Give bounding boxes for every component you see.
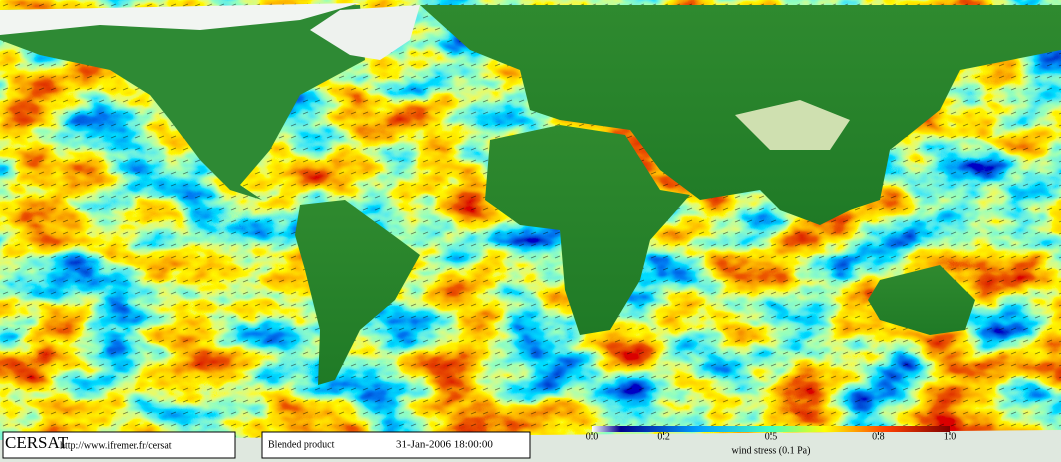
product-box [261, 431, 531, 459]
source-url: http://www.ifremer.fr/cersat [60, 440, 172, 451]
colorbar-tick-label: 0.0 [586, 431, 599, 442]
colorbar-tick-label: 0.8 [872, 431, 885, 442]
product-name: Blended product [268, 439, 335, 450]
colorbar-tick-label: 0.2 [657, 431, 670, 442]
colorbar-ticks: 0.0 0.2 0.5 0.8 1.0 [586, 431, 957, 442]
colorbar [592, 426, 950, 432]
colorbar-tick-label: 1.0 [944, 431, 957, 442]
source-box [2, 431, 236, 459]
colorbar-tick-label: 0.5 [765, 431, 778, 442]
logo: CERSAT [5, 433, 69, 452]
date: 31-Jan-2006 18:00:00 [396, 439, 493, 451]
colorbar-label: wind stress (0.1 Pa) [732, 445, 811, 456]
